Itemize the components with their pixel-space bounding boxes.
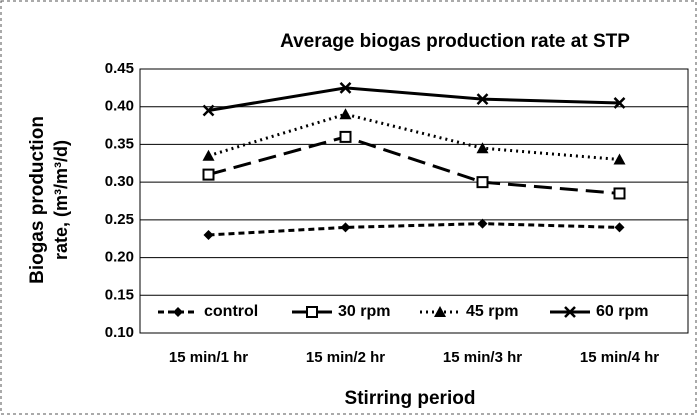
x-axis-title: Stirring period — [345, 388, 476, 409]
series-line — [208, 135, 620, 195]
marker — [202, 168, 215, 181]
y-tick-label: 0.20 — [105, 249, 134, 266]
marker — [477, 218, 488, 229]
marker — [613, 153, 626, 165]
marker — [202, 104, 215, 117]
marker — [339, 130, 352, 143]
legend-label: control — [204, 303, 258, 320]
y-tick-label: 0.10 — [105, 324, 134, 341]
marker — [614, 222, 625, 233]
plot-area — [139, 68, 689, 334]
marker — [203, 229, 214, 240]
marker — [613, 97, 626, 109]
marker — [202, 149, 215, 161]
legend-marker — [434, 306, 446, 317]
marker — [340, 222, 351, 233]
marker — [476, 142, 489, 154]
marker — [339, 81, 352, 94]
legend-marker — [564, 306, 576, 318]
marker — [476, 93, 489, 106]
chart-title: Average biogas production rate at STP — [280, 31, 630, 52]
marker — [476, 176, 489, 189]
legend-label: 60 rpm — [596, 303, 648, 320]
y-tick-label: 0.40 — [105, 98, 134, 115]
x-tick-label: 15 min/1 hr — [169, 349, 248, 366]
y-tick-label: 0.25 — [105, 211, 134, 228]
marker — [613, 187, 626, 200]
x-tick-label: 15 min/3 hr — [443, 349, 522, 366]
series-line — [208, 222, 620, 237]
y-tick-label: 0.15 — [105, 286, 134, 303]
y-tick-label: 0.45 — [105, 60, 134, 77]
legend-marker — [173, 307, 183, 317]
legend-label: 30 rpm — [338, 303, 390, 320]
x-tick-label: 15 min/2 hr — [306, 349, 385, 366]
y-axis-title: Biogas production — [27, 116, 48, 284]
legend-label: 45 rpm — [466, 303, 518, 320]
marker — [339, 108, 352, 120]
legend — [150, 298, 686, 326]
y-tick-label: 0.35 — [105, 135, 134, 152]
series-line — [208, 86, 620, 112]
y-axis-title: rate, (m³/m³/d) — [51, 140, 71, 260]
legend-marker — [306, 306, 318, 318]
x-tick-label: 15 min/4 hr — [580, 349, 659, 366]
y-tick-label: 0.30 — [105, 173, 134, 190]
